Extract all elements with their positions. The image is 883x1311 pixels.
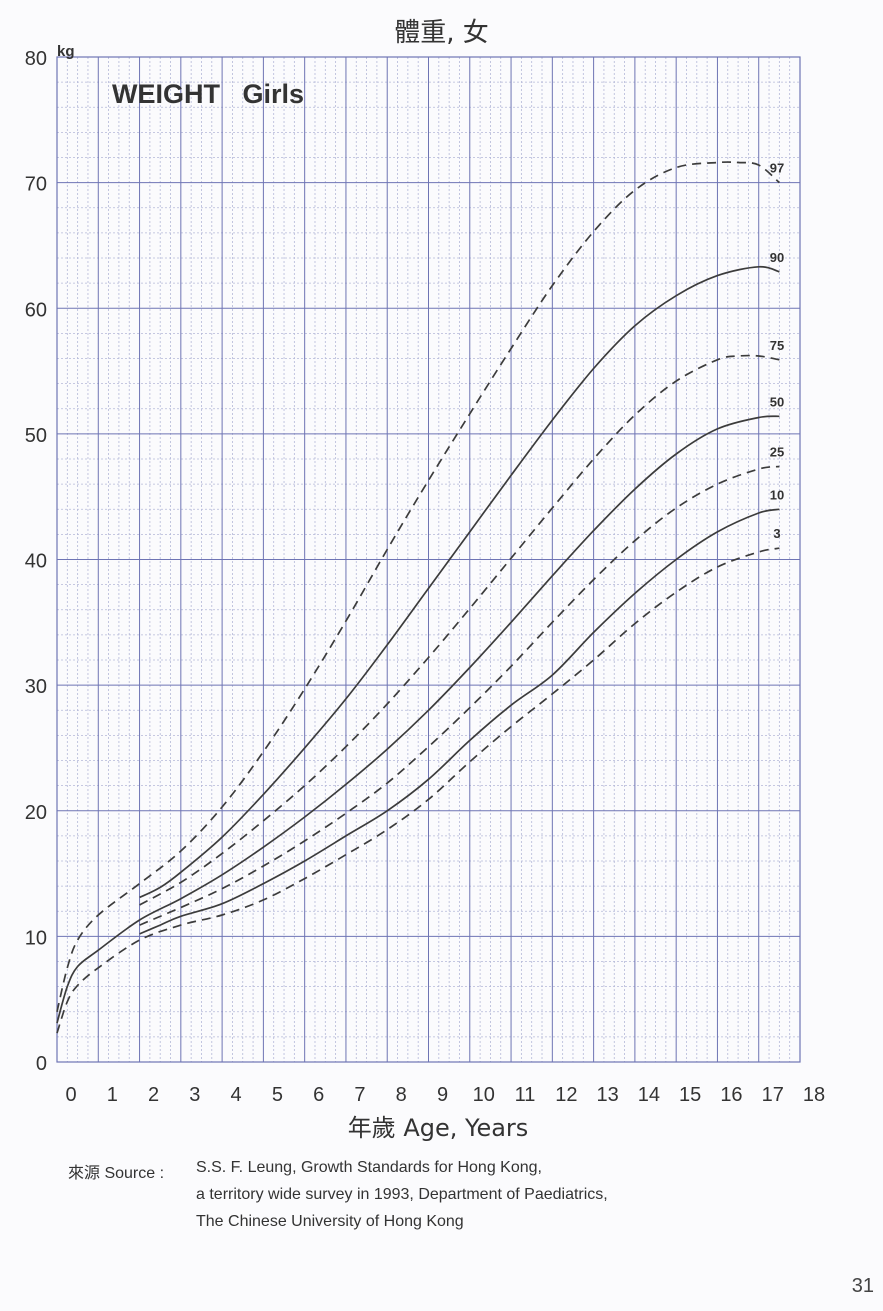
x-tick-label: 0	[65, 1084, 76, 1106]
x-tick-label: 14	[638, 1084, 660, 1106]
x-tick-label: 3	[189, 1084, 200, 1106]
percentile-curves	[56, 161, 780, 1034]
chart-title: WEIGHT Girls	[112, 79, 304, 109]
x-tick-label: 7	[354, 1084, 365, 1106]
x-tick-label: 4	[231, 1084, 242, 1106]
x-axis-label: 年歲 Age, Years	[348, 1114, 529, 1142]
percentile-curve-97	[56, 161, 780, 1012]
percentile-label-25: 25	[770, 445, 784, 460]
percentile-curve-10	[139, 508, 780, 935]
x-tick-label: 17	[762, 1084, 784, 1106]
page-number: 31	[851, 1275, 874, 1297]
y-unit-label: kg	[57, 43, 75, 60]
x-tick-label: 12	[555, 1084, 577, 1106]
x-tick-label: 13	[596, 1084, 618, 1106]
x-tick-label: 8	[396, 1084, 407, 1106]
x-tick-label: 18	[803, 1084, 825, 1106]
percentile-curve-3	[56, 547, 780, 1034]
x-tick-label: 16	[720, 1084, 742, 1106]
grid-major	[56, 56, 801, 1063]
page-title: 體重, 女	[394, 18, 489, 48]
x-tick-label: 1	[107, 1084, 118, 1106]
percentile-labels: 97 90 75 50 25 10 3	[770, 161, 784, 542]
percentile-label-75: 75	[770, 338, 784, 353]
x-tick-label: 6	[313, 1084, 324, 1106]
y-tick-label: 50	[25, 425, 47, 447]
percentile-label-50: 50	[770, 394, 784, 409]
x-tick-labels: 0 1 2 3 4 5 6 7 8 9 10 11 12 13 14 15 16 17 18	[65, 1084, 825, 1106]
percentile-curve-50	[56, 415, 780, 1024]
y-tick-labels: 0 10 20 30 40 50 60 70 80	[25, 48, 47, 1075]
percentile-label-10: 10	[770, 487, 784, 502]
x-tick-label: 9	[437, 1084, 448, 1106]
percentile-label-3: 3	[773, 526, 780, 541]
x-tick-label: 2	[148, 1084, 159, 1106]
y-tick-label: 0	[36, 1053, 47, 1075]
y-tick-label: 20	[25, 802, 47, 824]
grid-minor	[57, 57, 800, 1062]
x-tick-label: 10	[473, 1084, 495, 1106]
source-line: a territory wide survey in 1993, Departm…	[196, 1186, 608, 1203]
percentile-label-90: 90	[770, 250, 784, 265]
x-tick-label: 11	[515, 1084, 536, 1106]
y-tick-label: 40	[25, 551, 47, 573]
x-tick-label: 15	[679, 1084, 701, 1106]
x-tick-label: 5	[272, 1084, 283, 1106]
source-line: S.S. F. Leung, Growth Standards for Hong…	[196, 1159, 542, 1176]
y-tick-label: 10	[25, 927, 47, 949]
y-tick-label: 30	[25, 676, 47, 698]
percentile-curve-75	[139, 354, 780, 906]
percentile-curve-25	[139, 465, 780, 926]
y-tick-label: 80	[25, 48, 47, 70]
y-tick-label: 70	[25, 174, 47, 196]
percentile-curve-90	[139, 265, 780, 899]
percentile-label-97: 97	[770, 161, 784, 176]
source-label: 來源 Source :	[68, 1165, 165, 1182]
plot-frame	[56, 56, 801, 1063]
source-line: The Chinese University of Hong Kong	[196, 1213, 464, 1230]
y-tick-label: 60	[25, 299, 47, 321]
